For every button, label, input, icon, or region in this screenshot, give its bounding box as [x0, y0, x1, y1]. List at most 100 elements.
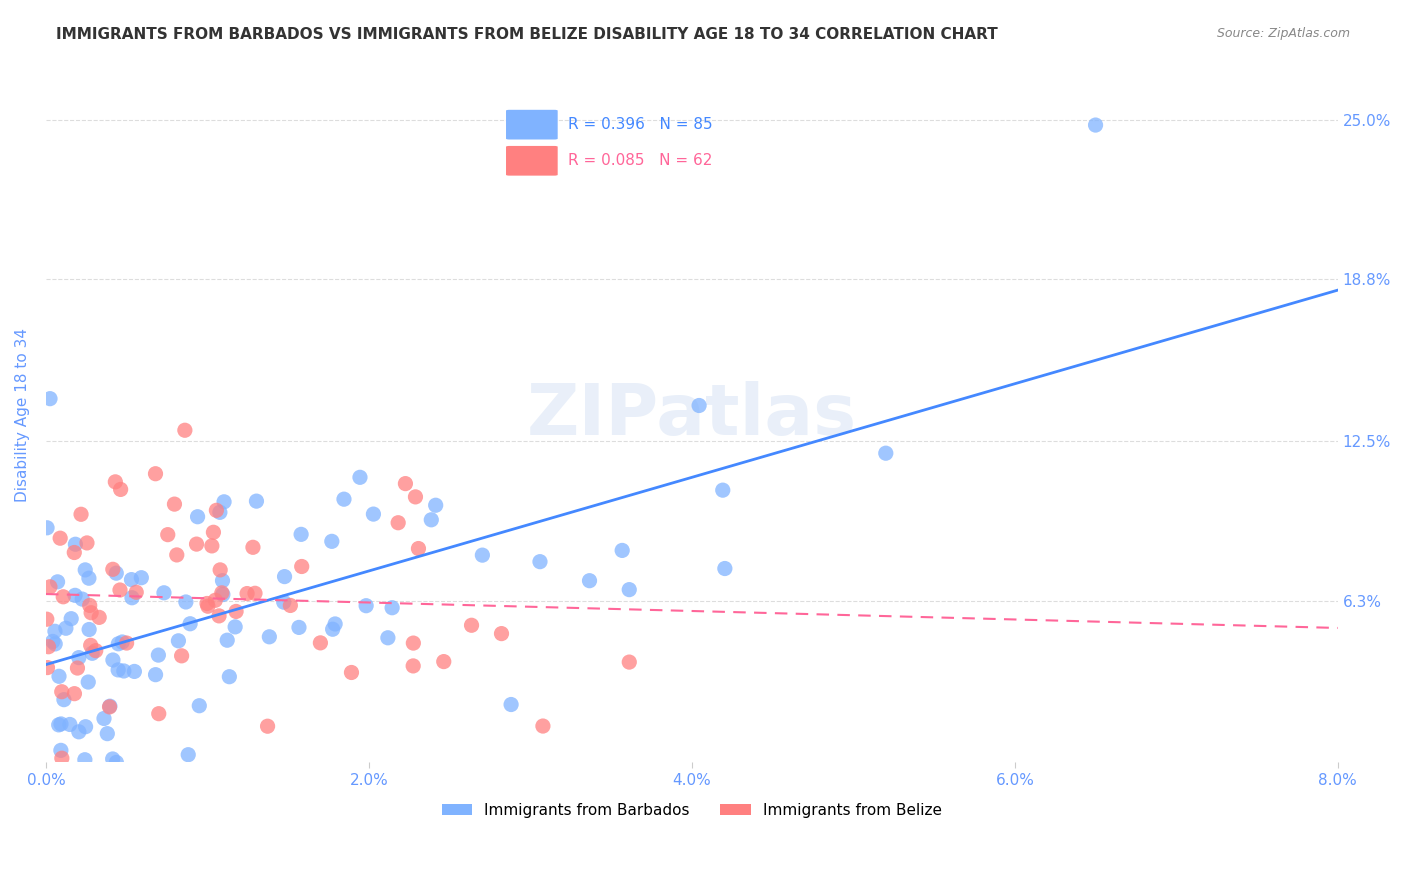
- Point: [259, 630, 281, 644]
- Point: [205, 503, 228, 517]
- FancyBboxPatch shape: [506, 110, 558, 139]
- Point: [217, 633, 239, 648]
- Point: [177, 747, 200, 762]
- Point: [80, 606, 103, 620]
- Point: [35, 612, 58, 626]
- Point: [363, 507, 385, 521]
- Point: [66, 661, 89, 675]
- Point: [394, 476, 416, 491]
- Point: [578, 574, 600, 588]
- Point: [44, 624, 66, 639]
- Point: [98, 700, 121, 714]
- Point: [166, 548, 188, 562]
- Point: [529, 555, 551, 569]
- Point: [340, 665, 363, 680]
- Point: [188, 698, 211, 713]
- Point: [225, 604, 247, 618]
- Legend: Immigrants from Barbados, Immigrants from Belize: Immigrants from Barbados, Immigrants fro…: [436, 797, 948, 824]
- Point: [309, 636, 332, 650]
- Point: [280, 599, 302, 613]
- Point: [163, 497, 186, 511]
- Point: [48, 718, 70, 732]
- Point: [167, 633, 190, 648]
- Point: [79, 599, 101, 613]
- Point: [101, 752, 124, 766]
- Point: [714, 561, 737, 575]
- Point: [197, 599, 219, 614]
- Point: [354, 599, 377, 613]
- Point: [173, 423, 195, 437]
- Text: R = 0.396   N = 85: R = 0.396 N = 85: [568, 117, 713, 132]
- Point: [204, 593, 226, 607]
- Point: [179, 616, 201, 631]
- Point: [153, 586, 176, 600]
- Point: [67, 650, 90, 665]
- Point: [75, 563, 97, 577]
- Point: [101, 562, 124, 576]
- Point: [49, 743, 72, 757]
- Point: [124, 665, 146, 679]
- Point: [612, 543, 634, 558]
- Point: [37, 660, 59, 674]
- Point: [387, 516, 409, 530]
- Point: [77, 675, 100, 690]
- Point: [425, 498, 447, 512]
- Point: [35, 521, 58, 535]
- Point: [46, 574, 69, 589]
- Text: Source: ZipAtlas.com: Source: ZipAtlas.com: [1216, 27, 1350, 40]
- Point: [101, 653, 124, 667]
- Point: [349, 470, 371, 484]
- Point: [70, 592, 93, 607]
- Point: [148, 648, 170, 662]
- Point: [170, 648, 193, 663]
- Point: [148, 706, 170, 721]
- Point: [67, 724, 90, 739]
- Point: [156, 527, 179, 541]
- Point: [59, 717, 82, 731]
- Point: [49, 531, 72, 545]
- Point: [42, 634, 65, 648]
- Point: [49, 717, 72, 731]
- Point: [73, 753, 96, 767]
- Point: [377, 631, 399, 645]
- Text: R = 0.085   N = 62: R = 0.085 N = 62: [568, 153, 713, 169]
- Point: [202, 525, 225, 540]
- Point: [174, 595, 197, 609]
- Point: [55, 621, 77, 635]
- Point: [290, 527, 312, 541]
- Point: [619, 655, 641, 669]
- Point: [243, 586, 266, 600]
- Point: [420, 513, 443, 527]
- Point: [104, 475, 127, 489]
- Point: [404, 490, 426, 504]
- Point: [402, 659, 425, 673]
- Point: [112, 664, 135, 678]
- Point: [98, 699, 121, 714]
- Point: [224, 620, 246, 634]
- Point: [93, 711, 115, 725]
- Point: [125, 585, 148, 599]
- Point: [291, 559, 314, 574]
- Point: [242, 541, 264, 555]
- Point: [288, 620, 311, 634]
- Point: [77, 623, 100, 637]
- Point: [89, 610, 111, 624]
- Point: [402, 636, 425, 650]
- Point: [381, 600, 404, 615]
- Point: [84, 643, 107, 657]
- Text: ZIPatlas: ZIPatlas: [527, 381, 856, 450]
- Point: [688, 399, 710, 413]
- Point: [236, 586, 259, 600]
- Point: [75, 720, 97, 734]
- Point: [115, 636, 138, 650]
- Point: [256, 719, 278, 733]
- Point: [322, 622, 344, 636]
- Point: [131, 571, 153, 585]
- Point: [186, 537, 208, 551]
- Point: [333, 492, 356, 507]
- Point: [501, 698, 523, 712]
- Point: [531, 719, 554, 733]
- Point: [79, 638, 101, 652]
- Point: [52, 590, 75, 604]
- Point: [48, 669, 70, 683]
